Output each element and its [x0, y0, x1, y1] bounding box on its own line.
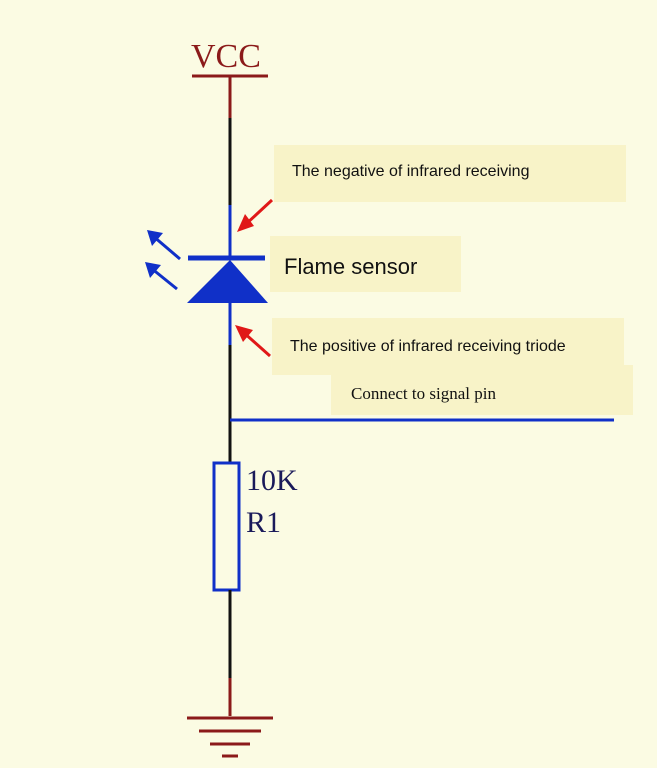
- light-arrow-lower-head: [145, 262, 161, 278]
- light-arrow-upper-head: [147, 230, 163, 246]
- ground-symbol: [187, 716, 273, 758]
- resistor-value-label: 10K: [246, 464, 298, 497]
- pointer-arrows: [235, 198, 274, 358]
- incident-light-arrows: [145, 230, 181, 291]
- positive-pointer-head: [235, 325, 253, 342]
- resistor-designator-label: R1: [246, 506, 281, 539]
- resistor-r1: [212, 461, 241, 592]
- vcc-label: VCC: [191, 38, 261, 75]
- diode-triangle: [187, 260, 268, 303]
- negative-terminal-note: The negative of infrared receiving: [274, 145, 626, 202]
- flame-sensor-note: Flame sensor: [270, 236, 461, 292]
- signal-pin-note: Connect to signal pin: [331, 365, 633, 415]
- light-arrow-upper: [152, 234, 181, 261]
- negative-pointer-head: [237, 214, 254, 232]
